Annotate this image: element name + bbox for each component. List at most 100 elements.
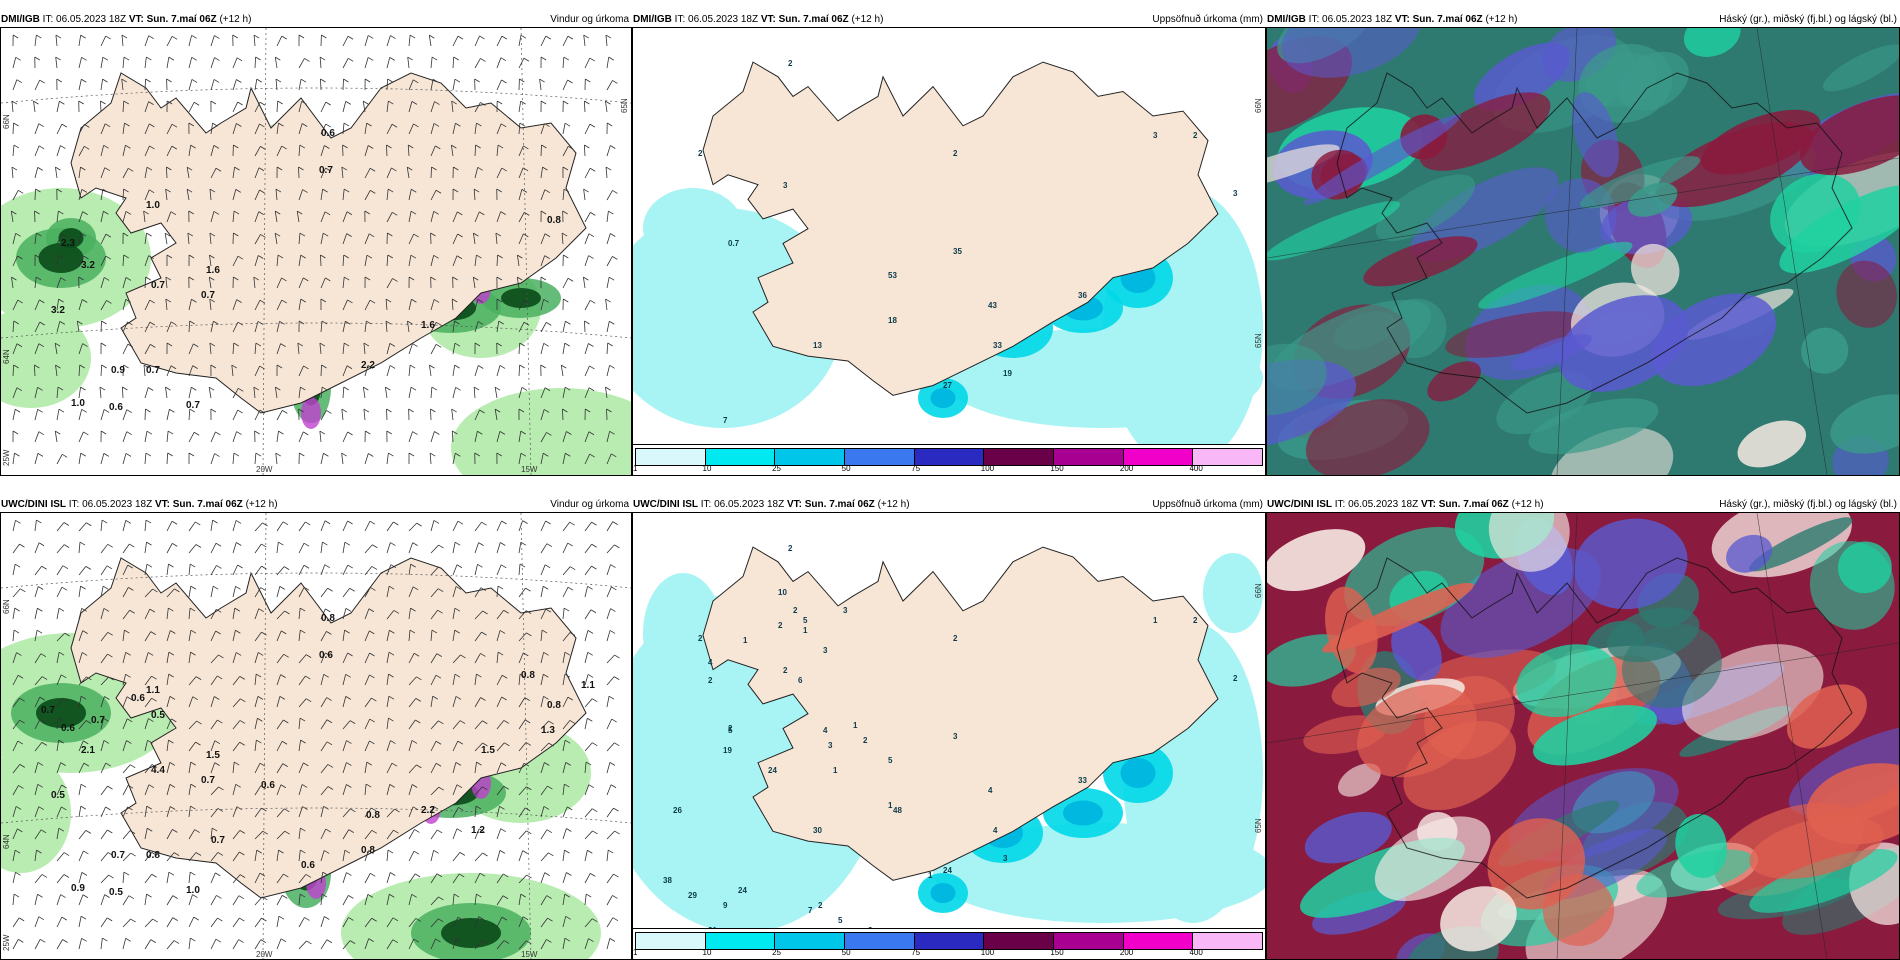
wind-barb [189, 102, 194, 112]
wind-barb-flag [131, 853, 136, 856]
wind-barb-flag [584, 321, 589, 324]
field-name: Háský (gr.), miðský (fj.bl.) og lágský (… [1719, 12, 1897, 28]
precip-value-label: 0.7 [319, 165, 333, 176]
lat-label: 65N [1254, 333, 1263, 348]
wind-barb-flag [414, 851, 419, 854]
wind-barb [35, 608, 37, 619]
wind-barb [563, 36, 568, 46]
wind-barb-flag [79, 101, 84, 104]
wind-barb [167, 543, 172, 553]
wind-barb [211, 58, 214, 68]
field-name: Háský (gr.), miðský (fj.bl.) og lágský (… [1719, 497, 1897, 513]
wind-barb [79, 806, 81, 817]
accum-value-label: 19 [1003, 369, 1012, 378]
wind-barb [409, 387, 411, 398]
wind-barb-flag [478, 366, 483, 369]
wind-barb-flag [282, 410, 287, 413]
wind-barb [211, 939, 216, 949]
accum-value-label: 38 [663, 876, 672, 885]
wind-barb-flag [127, 432, 132, 435]
wind-barb-flag [81, 806, 86, 809]
wind-barb-flag [609, 57, 614, 60]
accum-value-label: 2 [788, 544, 793, 553]
wind-barb-flag [585, 79, 590, 82]
wind-barb [585, 699, 592, 707]
wind-barb [13, 872, 15, 883]
wind-barb-flag [40, 939, 45, 942]
wind-barb-flag [15, 608, 20, 611]
wind-barb [431, 344, 436, 354]
wind-barb-flag [525, 588, 530, 591]
wind-barb-flag [521, 35, 526, 38]
model-name: UWC/DINI ISL [1267, 499, 1332, 510]
wind-barb [13, 630, 14, 641]
wind-barb-flag [147, 542, 152, 545]
panel-title: DMI/IGB IT: 06.05.2023 18Z VT: Sun. 7.ma… [0, 12, 632, 28]
wind-barb [585, 610, 591, 619]
wind-barb [255, 57, 256, 68]
wind-barb-flag [455, 79, 460, 82]
wind-barb-flag [56, 35, 61, 38]
precip-value-label: 0.6 [319, 650, 333, 661]
wind-barb-flag [15, 520, 20, 523]
wind-barb [79, 523, 86, 531]
colorbar-swatch [636, 449, 706, 465]
precip-value-label: 0.5 [51, 790, 65, 801]
wind-barb-flag [82, 938, 87, 941]
wind-barb-flag [109, 875, 114, 878]
wind-barb-flag [548, 853, 553, 856]
wind-barb-flag [37, 630, 42, 633]
cloud-map[interactable] [1266, 512, 1900, 960]
wind-barb [13, 123, 14, 134]
wind-barb-flag [547, 830, 552, 833]
wind-barb [79, 432, 83, 442]
wind-barb-flag [613, 522, 618, 525]
wind-barb [343, 873, 346, 883]
wind-barb [57, 895, 61, 905]
wind-barb [123, 57, 124, 68]
wind-barb-flag [168, 564, 173, 567]
precip-value-label: 1.0 [146, 200, 160, 211]
wind-barb-flag [545, 873, 550, 876]
wind-barb [255, 544, 261, 553]
wind-barb [607, 895, 612, 905]
wind-barb [365, 873, 370, 883]
wind-barb-flag [59, 101, 64, 104]
wind-barb-flag [18, 190, 23, 193]
cloud-map[interactable] [1266, 27, 1900, 476]
wind-barb-flag [613, 918, 618, 921]
wind-barb-flag [368, 57, 373, 60]
wind-barb-flag [83, 432, 88, 435]
wind-barb-flag [607, 123, 612, 126]
accum-value-label: 4 [988, 786, 993, 795]
precip-value-label: 1.0 [186, 885, 200, 896]
wind-barb-flag [590, 873, 595, 876]
colorbar-tick-label: 150 [1050, 464, 1063, 473]
wind-barb-flag [304, 58, 309, 61]
wind-barb-flag [82, 872, 87, 875]
wind-barb-flag [588, 652, 593, 655]
wind-barb [79, 57, 82, 68]
wind-barb-flag [348, 565, 353, 568]
wind-barb [585, 809, 592, 817]
wind-barb [541, 586, 543, 597]
wind-barb [145, 453, 146, 464]
wind-barb [299, 58, 304, 68]
wind-barb-flag [365, 79, 370, 82]
wind-barb [299, 432, 303, 442]
wind-barb-flag [455, 542, 460, 545]
wind-barb-flag [590, 212, 595, 215]
wind-barb-flag [36, 35, 41, 38]
wind-barb [343, 387, 344, 398]
wind-barb [453, 57, 454, 68]
wind-barb-flag [64, 522, 69, 525]
wind-barb-flag [458, 521, 463, 524]
wind-barb-flag [546, 521, 551, 524]
wind-barb-flag [348, 36, 353, 39]
wind-barb [497, 521, 502, 531]
wind-barb [541, 873, 545, 883]
